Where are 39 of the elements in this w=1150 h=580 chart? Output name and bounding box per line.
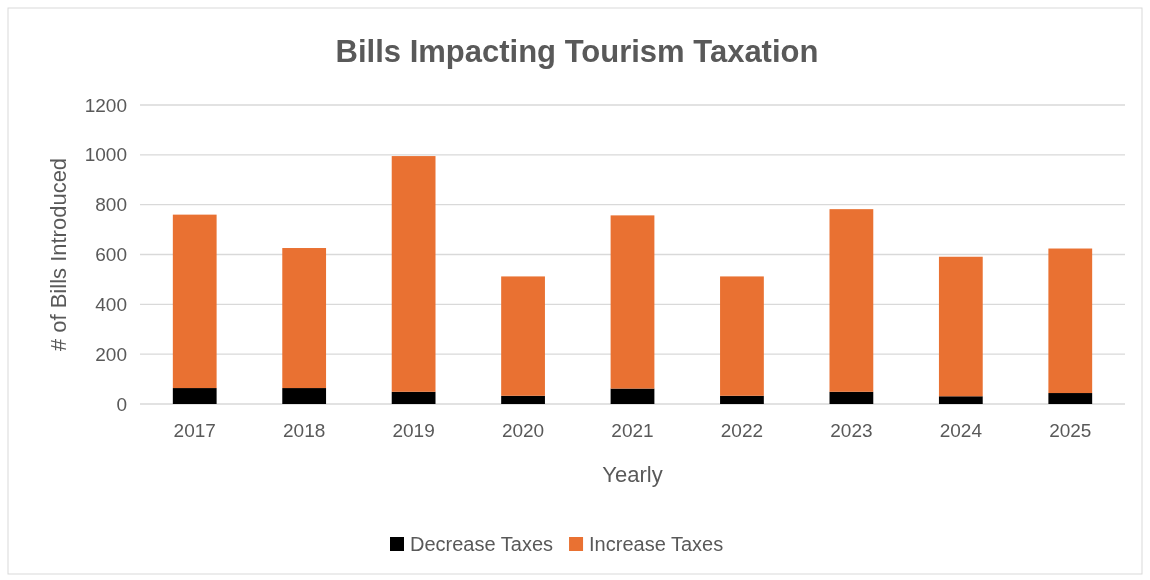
y-tick-label: 600 [95,244,127,266]
bar [720,395,764,404]
y-tick-label: 1200 [84,94,127,116]
x-tick-label: 2021 [611,420,654,442]
bar [501,395,545,404]
x-tick-label: 2020 [501,420,545,442]
bar [938,256,983,397]
bar [610,388,655,404]
y-tick-label: 400 [95,293,127,315]
bar [172,214,217,389]
x-tick-label: 2018 [283,420,326,442]
bar [391,156,436,392]
x-axis-title: Yearly [602,462,663,487]
bar [501,276,545,396]
chart-title: Bills Impacting Tourism Taxation [335,34,819,69]
legend-label: Increase Taxes [589,533,724,555]
bar [720,276,764,396]
x-tick-label: 2017 [173,420,216,442]
bar [172,388,217,404]
x-tick-label: 2019 [392,420,435,442]
x-tick-label: 2023 [830,420,873,442]
y-tick-label: 200 [95,343,127,365]
bar [938,396,983,404]
x-tick-label: 2025 [1049,420,1092,442]
bar [829,209,874,392]
y-axis-title: # of Bills Introduced [46,157,71,352]
legend-label: Decrease Taxes [410,533,554,555]
bar [1048,248,1093,394]
x-tick-label: 2022 [720,420,764,442]
y-tick-label: 800 [95,194,127,216]
bar [282,248,327,389]
bar [282,388,327,404]
bar [1048,393,1093,404]
bar [829,391,874,404]
x-tick-label: 2024 [939,420,983,442]
y-tick-label: 1000 [84,144,127,166]
y-tick-label: 0 [116,393,127,415]
bar [610,215,655,389]
bar [391,391,436,404]
